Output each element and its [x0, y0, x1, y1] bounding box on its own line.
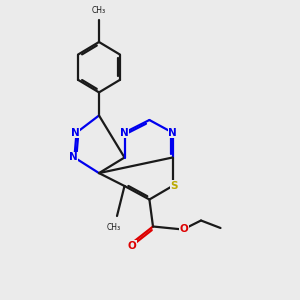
Text: N: N: [71, 128, 80, 138]
Text: N: N: [69, 152, 78, 163]
Text: CH₃: CH₃: [92, 6, 106, 15]
Text: N: N: [120, 128, 129, 138]
Text: S: S: [170, 181, 178, 191]
Text: O: O: [128, 241, 136, 251]
Text: CH₃: CH₃: [106, 223, 121, 232]
Text: N: N: [168, 128, 177, 138]
Text: O: O: [180, 224, 189, 235]
